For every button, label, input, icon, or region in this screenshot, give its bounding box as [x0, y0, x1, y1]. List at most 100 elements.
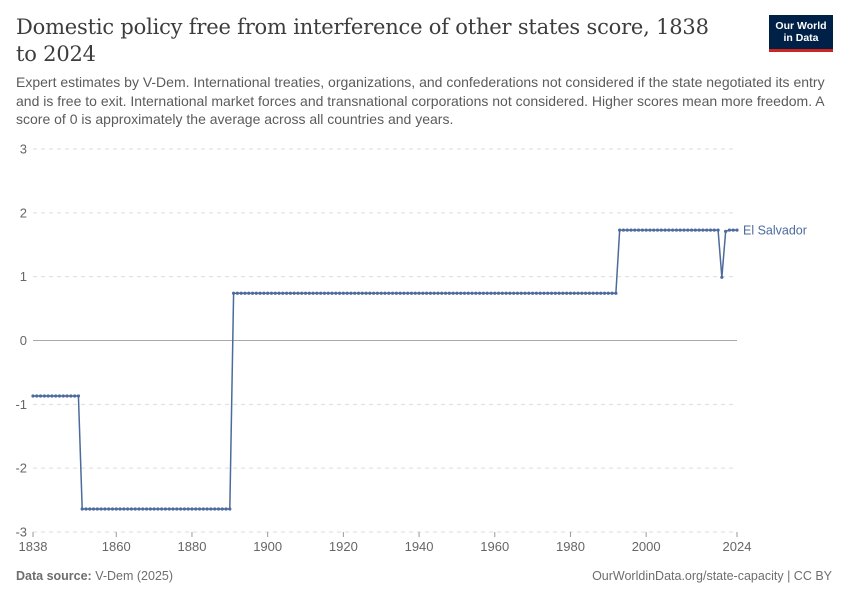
data-point: [254, 291, 258, 295]
data-point: [163, 507, 168, 511]
data-point: [693, 228, 697, 232]
data-point: [436, 291, 440, 295]
data-point: [565, 291, 569, 295]
data-point: [284, 291, 289, 295]
data-point: [190, 507, 194, 511]
data-point: [197, 507, 202, 511]
data-point: [42, 394, 46, 398]
data-point: [614, 291, 618, 295]
data-point: [326, 291, 330, 295]
data-point: [686, 228, 690, 232]
data-point: [440, 291, 444, 295]
data-point: [368, 291, 372, 295]
data-point: [466, 291, 470, 295]
data-point: [114, 507, 118, 511]
data-point: [553, 291, 557, 295]
data-point: [334, 291, 338, 295]
data-point: [727, 228, 732, 232]
data-point: [91, 507, 96, 511]
data-point: [322, 291, 327, 295]
data-point: [602, 291, 607, 295]
data-point: [307, 291, 311, 295]
data-point: [152, 507, 156, 511]
data-point: [470, 291, 474, 295]
y-tick-label: -3: [15, 525, 27, 540]
data-point: [538, 291, 542, 295]
data-point: [633, 228, 637, 232]
data-point: [636, 228, 641, 232]
data-point: [531, 291, 535, 295]
data-point: [451, 291, 455, 295]
data-point: [379, 291, 383, 295]
data-point: [629, 228, 633, 232]
data-point: [587, 291, 591, 295]
y-tick-label: -2: [15, 461, 27, 476]
data-point: [35, 394, 39, 398]
data-point: [568, 291, 573, 295]
y-tick-label: 1: [20, 269, 27, 284]
data-point: [315, 291, 319, 295]
data-point: [474, 291, 478, 295]
data-point: [247, 291, 251, 295]
data-point: [194, 507, 198, 511]
data-point: [689, 228, 694, 232]
data-point: [110, 507, 115, 511]
data-point: [341, 291, 345, 295]
data-point: [705, 228, 709, 232]
data-point: [584, 291, 588, 295]
data-point: [398, 291, 402, 295]
data-point: [80, 507, 84, 511]
x-tick-label: 1838: [19, 539, 48, 554]
data-point: [387, 291, 391, 295]
data-point: [179, 507, 183, 511]
data-point: [572, 291, 576, 295]
series-label: El Salvador: [743, 224, 807, 238]
data-point: [659, 228, 663, 232]
data-point: [500, 291, 504, 295]
data-point: [345, 291, 349, 295]
data-point: [557, 291, 561, 295]
owid-logo[interactable]: Our World in Data: [769, 15, 833, 52]
data-point: [402, 291, 406, 295]
data-point: [311, 291, 315, 295]
data-point: [292, 291, 296, 295]
data-point: [319, 291, 323, 295]
data-point: [209, 507, 213, 511]
data-point: [606, 291, 610, 295]
data-point: [201, 507, 205, 511]
x-tick-label: 1900: [253, 539, 282, 554]
data-source-label: Data source:: [16, 569, 92, 583]
data-point: [489, 291, 493, 295]
data-point: [353, 291, 357, 295]
data-source-value[interactable]: V-Dem (2025): [95, 569, 174, 583]
y-tick-label: -1: [15, 397, 27, 412]
data-point: [224, 507, 228, 511]
source-url-link[interactable]: OurWorldinData.org/state-capacity: [592, 569, 784, 583]
data-point: [652, 228, 656, 232]
data-point: [663, 228, 667, 232]
data-point: [76, 394, 81, 398]
data-point: [496, 291, 501, 295]
data-point: [542, 291, 546, 295]
data-source: Data source: V-Dem (2025): [16, 569, 173, 583]
data-point: [576, 291, 580, 295]
data-point: [459, 291, 463, 295]
data-point: [394, 291, 398, 295]
data-point: [561, 291, 565, 295]
data-point: [417, 291, 421, 295]
chart-title: Domestic policy free from interference o…: [16, 15, 709, 66]
x-tick-label: 1960: [480, 539, 509, 554]
data-point: [61, 394, 65, 398]
data-point: [724, 229, 728, 233]
data-point: [720, 275, 724, 279]
data-point: [515, 291, 520, 295]
data-point: [84, 507, 88, 511]
data-point: [625, 228, 629, 232]
data-point: [239, 291, 243, 295]
data-point: [599, 291, 603, 295]
y-tick-label: 0: [20, 333, 27, 348]
data-point: [266, 291, 270, 295]
chart-subtitle: Expert estimates by V-Dem. International…: [16, 74, 825, 127]
y-tick-label: 2: [20, 205, 27, 220]
